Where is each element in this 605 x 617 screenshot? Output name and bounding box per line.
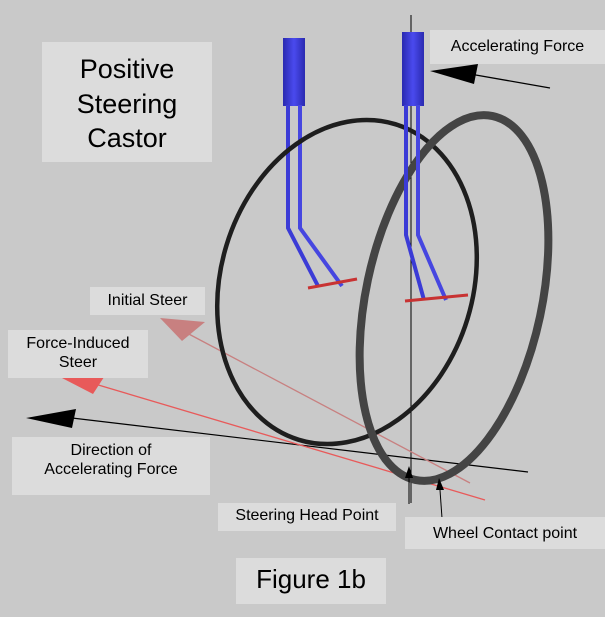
initial-fork — [283, 38, 358, 290]
force-induced-steer-label: Force-Induced Steer — [8, 330, 148, 378]
initial-steer-arrowhead — [160, 318, 205, 341]
figure-caption: Figure 1b — [236, 558, 386, 604]
diagram-title: Positive Steering Castor — [42, 42, 212, 162]
wheel-contact-pointer — [439, 489, 443, 519]
steered-fork — [402, 32, 469, 303]
accelerating-force-arrowhead — [430, 64, 478, 84]
direction-of-force-label: Direction of Accelerating Force — [12, 437, 210, 495]
accelerating-force-label: Accelerating Force — [430, 30, 605, 64]
wheel-contact-pointer-tip — [436, 478, 444, 490]
accelerating-force-line — [469, 73, 551, 89]
steering-head-point-label: Steering Head Point — [218, 503, 396, 531]
direction-force-arrowhead — [26, 409, 76, 428]
initial-steer-line — [184, 331, 471, 484]
wheel-contact-point-label: Wheel Contact point — [405, 517, 605, 549]
force-steer-arrowhead — [62, 374, 106, 394]
initial-steer-label: Initial Steer — [90, 287, 205, 315]
steered-wheel — [355, 111, 553, 485]
initial-wheel — [214, 117, 480, 447]
steering-head-pointer-tip — [405, 466, 413, 478]
